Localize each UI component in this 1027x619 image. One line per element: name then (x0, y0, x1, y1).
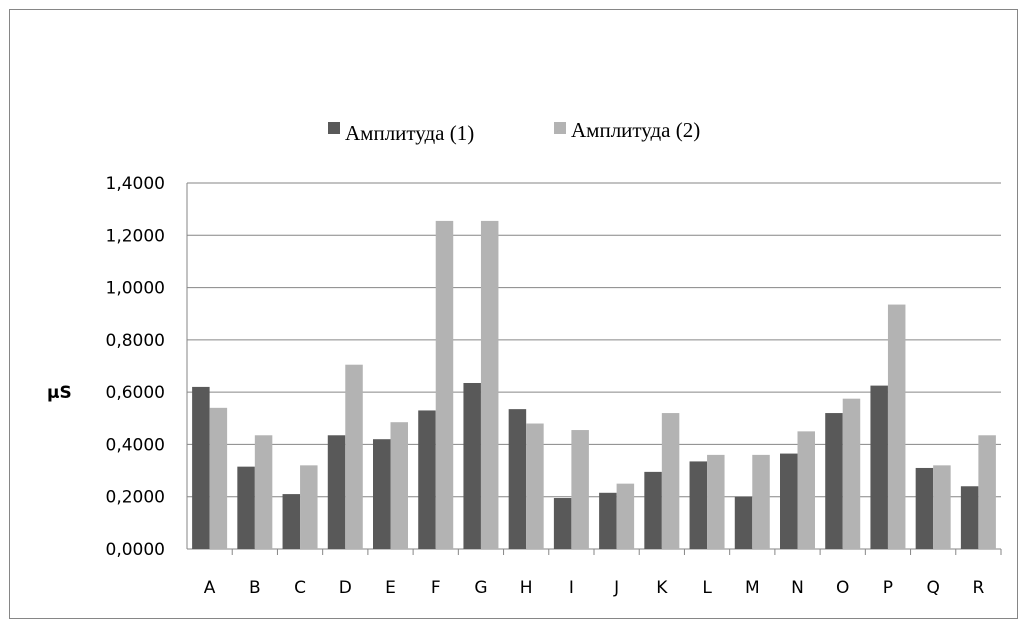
x-tick-label: J (613, 578, 619, 598)
x-tick-label: B (249, 578, 261, 598)
bar-Q-series-1 (915, 467, 934, 549)
x-tick-label: R (972, 578, 984, 598)
bar-H-series-1 (508, 409, 527, 549)
x-tick-label: O (836, 578, 849, 598)
bar-C-series-1 (282, 494, 301, 549)
bar-L-series-1 (689, 461, 708, 549)
bar-D-series-1 (327, 435, 346, 549)
bar-C-series-2 (300, 465, 318, 549)
y-tick-label: 0,2000 (106, 488, 165, 508)
bar-A-series-1 (192, 386, 210, 549)
bar-M-series-2 (752, 454, 770, 549)
y-tick-label: 1,0000 (106, 279, 165, 299)
y-tick-label: 0,4000 (106, 435, 165, 455)
legend-label-2: Амплитуда (2) (571, 118, 700, 142)
x-tick-label: Q (926, 578, 939, 598)
axes: 0,0000 0,2000 0,4000 0,6000 0,8000 1,0000 1,20… (106, 174, 1002, 598)
y-tick-label: 1,2000 (106, 226, 165, 246)
bar-K-series-2 (661, 413, 680, 549)
bar-N-series-1 (780, 453, 798, 549)
y-tick-label: 0,6000 (106, 383, 165, 403)
x-tick-label: A (204, 578, 216, 598)
x-tick-label: M (745, 578, 760, 598)
bar-G-series-1 (463, 382, 481, 549)
x-tick-label: F (431, 578, 441, 598)
bar-E-series-1 (373, 439, 391, 549)
x-tick-label: D (339, 578, 352, 598)
y-tick-label: 0,8000 (106, 331, 165, 351)
x-tick-label: C (294, 578, 306, 598)
x-tick-label: I (569, 578, 574, 598)
legend-label-1: Амплитуда (1) (345, 121, 474, 145)
bar-R-series-1 (960, 486, 979, 549)
x-tick-label: G (474, 578, 487, 598)
bar-F-series-1 (418, 410, 436, 549)
bar-D-series-2 (345, 364, 363, 549)
bar-P-series-2 (887, 304, 906, 549)
legend-swatch-2 (554, 122, 566, 134)
bar-F-series-2 (435, 220, 454, 549)
bar-L-series-2 (707, 454, 725, 549)
bar-B-series-1 (237, 466, 255, 549)
bar-I-series-2 (571, 430, 589, 549)
bar-J-series-2 (616, 483, 635, 549)
x-tick-label: H (520, 578, 533, 598)
bar-I-series-1 (553, 498, 572, 549)
bar-E-series-2 (390, 422, 408, 549)
bar-B-series-2 (254, 435, 273, 549)
x-tick-label: P (883, 578, 893, 598)
bar-G-series-2 (480, 220, 499, 549)
x-tick-label: N (791, 578, 804, 598)
bar-A-series-2 (209, 407, 228, 549)
x-tick-label: E (385, 578, 396, 598)
x-tick-label: L (702, 578, 712, 598)
bar-K-series-1 (644, 471, 662, 549)
bar-O-series-1 (825, 413, 843, 549)
y-tick-label: 1,4000 (106, 174, 165, 194)
bar-H-series-2 (526, 423, 544, 549)
bar-Q-series-2 (933, 465, 951, 549)
bar-R-series-2 (978, 435, 996, 549)
bar-J-series-1 (599, 492, 617, 549)
bar-M-series-1 (734, 496, 753, 549)
legend-swatch-1 (328, 122, 340, 134)
legend: Амплитуда (1) Амплитуда (2) (328, 118, 700, 145)
y-tick-label: 0,0000 (106, 540, 165, 560)
y-axis-label: µS (47, 383, 72, 403)
bars (192, 220, 996, 549)
bar-N-series-2 (797, 431, 815, 549)
bar-P-series-1 (870, 385, 888, 549)
x-tick-label: K (656, 578, 668, 598)
bar-O-series-2 (842, 398, 861, 549)
